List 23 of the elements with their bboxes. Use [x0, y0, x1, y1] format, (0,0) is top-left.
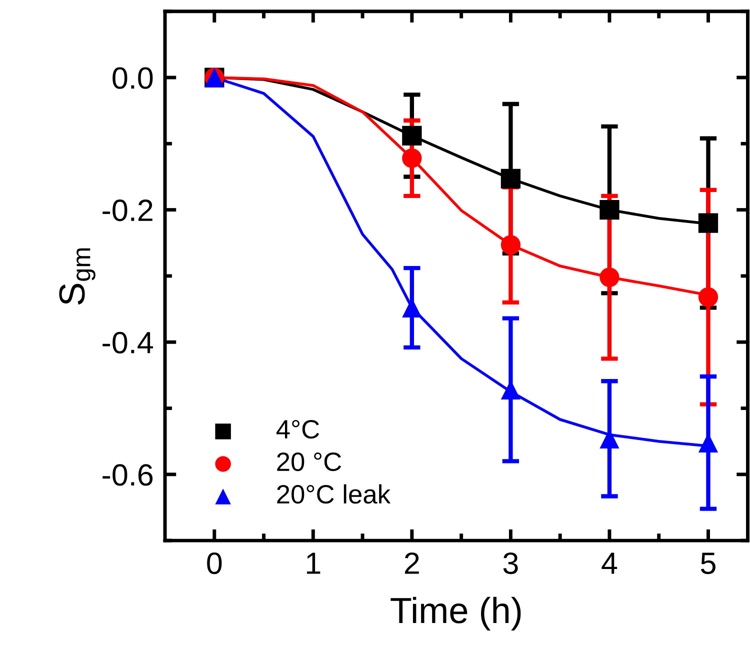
point: [600, 267, 620, 288]
point: [698, 213, 718, 233]
x-tick-label: 0: [207, 552, 222, 574]
x-tick-label: 5: [700, 552, 716, 574]
x-tick-label: 4: [602, 552, 618, 574]
point: [698, 287, 718, 307]
point: [500, 235, 521, 255]
y-axis-title: S$_{gm}$: [59, 248, 96, 305]
legend-label: 4°C: [276, 420, 320, 439]
x-tick-label: 3: [503, 552, 518, 574]
y-tick-label: -0.6: [102, 464, 153, 486]
point: [402, 126, 422, 146]
x-axis-title: Time (h): [390, 596, 521, 630]
legend-label: 20 °C: [277, 452, 342, 472]
point: [402, 148, 422, 168]
y-tick-label: 0.0: [112, 67, 153, 89]
point: [500, 168, 521, 189]
x-tick-label: 2: [404, 552, 419, 574]
y-tick-label: -0.4: [102, 332, 153, 354]
x-tick-label: 1: [306, 552, 320, 574]
y-tick-label: -0.2: [102, 200, 152, 222]
legend-label: 20°C leak: [277, 484, 391, 504]
point: [600, 200, 620, 220]
